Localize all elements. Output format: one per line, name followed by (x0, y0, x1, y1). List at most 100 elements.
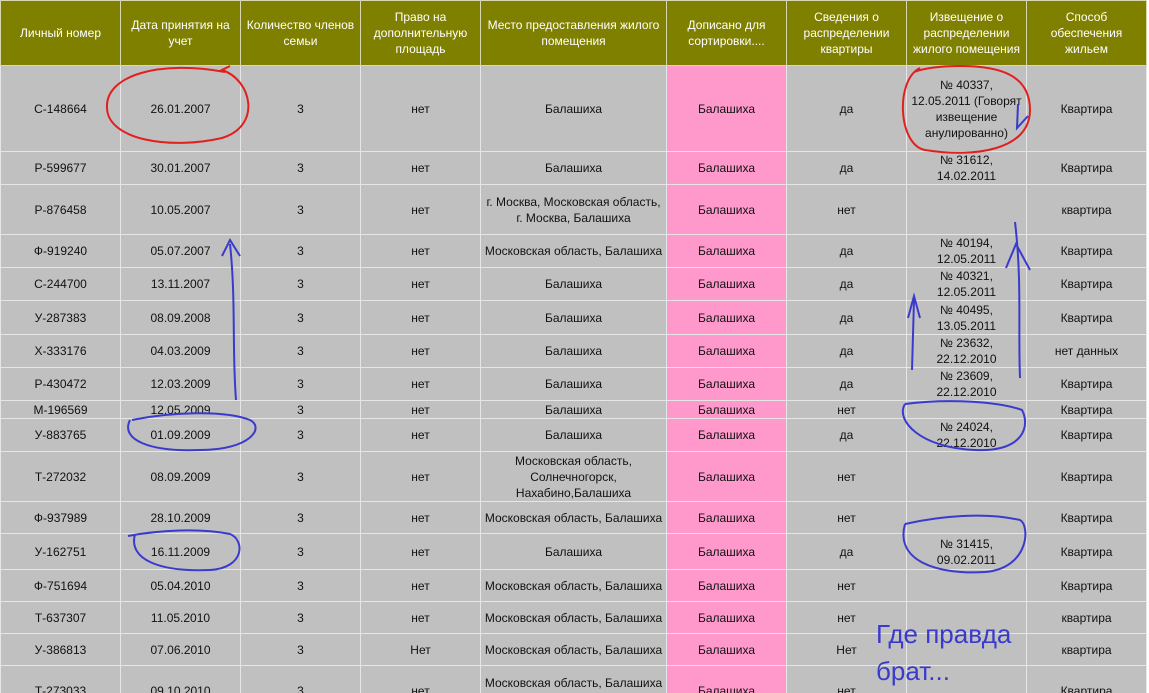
cell-sort[interactable]: Балашиха (666, 601, 787, 634)
cell-sort[interactable]: Балашиха (666, 65, 787, 152)
cell-sort[interactable]: Балашиха (666, 334, 787, 368)
cell-method[interactable]: Квартира (1026, 451, 1147, 502)
cell-extra-area[interactable]: нет (360, 451, 481, 502)
cell-id[interactable]: У-287383 (0, 300, 121, 335)
cell-method[interactable]: Квартира (1026, 418, 1147, 452)
cell-date[interactable]: 28.10.2009 (120, 501, 241, 534)
cell-place[interactable]: Балашиха (480, 367, 667, 401)
cell-date[interactable]: 11.05.2010 (120, 601, 241, 634)
cell-distribution[interactable]: да (786, 533, 907, 570)
cell-method[interactable]: Квартира (1026, 151, 1147, 185)
cell-method[interactable]: квартира (1026, 184, 1147, 235)
cell-method[interactable]: квартира (1026, 601, 1147, 634)
table-row[interactable]: С-148664 26.01.2007 3 нет Балашиха Балашиха да… (0, 65, 1147, 152)
cell-place[interactable]: Московская область, Балашиха (480, 569, 667, 602)
cell-date[interactable]: 09.10.2010 (120, 665, 241, 693)
cell-id[interactable]: Р-430472 (0, 367, 121, 401)
cell-distribution[interactable]: нет (786, 184, 907, 235)
cell-date[interactable]: 08.09.2009 (120, 451, 241, 502)
cell-date[interactable]: 01.09.2009 (120, 418, 241, 452)
cell-extra-area[interactable]: нет (360, 533, 481, 570)
cell-members[interactable]: 3 (240, 533, 361, 570)
cell-place[interactable]: Балашиха (480, 400, 667, 419)
cell-extra-area[interactable]: Нет (360, 633, 481, 666)
cell-notice[interactable]: № 31415, 09.02.2011 (906, 533, 1027, 570)
table-row[interactable]: Ф-751694 05.04.2010 3 нет Московская область… (0, 569, 1147, 602)
cell-distribution[interactable]: да (786, 418, 907, 452)
cell-notice[interactable] (906, 665, 1027, 693)
cell-sort[interactable]: Балашиха (666, 569, 787, 602)
header-sort[interactable]: Дописано для сортировки.... (666, 0, 787, 66)
cell-notice[interactable] (906, 569, 1027, 602)
table-row[interactable]: Т-637307 11.05.2010 3 нет Московская область… (0, 601, 1147, 634)
cell-place[interactable]: Балашиха (480, 418, 667, 452)
cell-distribution[interactable]: нет (786, 501, 907, 534)
cell-notice[interactable]: № 40321, 12.05.2011 (906, 267, 1027, 301)
cell-method[interactable]: Квартира (1026, 533, 1147, 570)
cell-date[interactable]: 08.09.2008 (120, 300, 241, 335)
cell-id[interactable]: Ф-937989 (0, 501, 121, 534)
header-extra-area[interactable]: Право на дополнительную площадь (360, 0, 481, 66)
cell-id[interactable]: Р-599677 (0, 151, 121, 185)
header-notice[interactable]: Извещение о распределении жилого помещен… (906, 0, 1027, 66)
cell-notice[interactable]: № 40495, 13.05.2011 (906, 300, 1027, 335)
cell-sort[interactable]: Балашиха (666, 300, 787, 335)
cell-place[interactable]: Балашиха (480, 151, 667, 185)
cell-method[interactable]: Квартира (1026, 569, 1147, 602)
header-members[interactable]: Количество членов семьи (240, 0, 361, 66)
cell-notice[interactable]: № 23609, 22.12.2010 (906, 367, 1027, 401)
cell-extra-area[interactable]: нет (360, 418, 481, 452)
cell-distribution[interactable]: да (786, 151, 907, 185)
cell-method[interactable]: Квартира (1026, 234, 1147, 268)
cell-members[interactable]: 3 (240, 569, 361, 602)
table-row[interactable]: Р-430472 12.03.2009 3 нет Балашиха Балашиха да… (0, 367, 1147, 401)
cell-id[interactable]: С-244700 (0, 267, 121, 301)
table-row[interactable]: М-196569 12.05.2009 3 нет Балашиха Балашиха не… (0, 400, 1147, 419)
cell-place[interactable]: Балашиха (480, 65, 667, 152)
cell-members[interactable]: 3 (240, 65, 361, 152)
cell-members[interactable]: 3 (240, 400, 361, 419)
cell-distribution[interactable]: нет (786, 665, 907, 693)
cell-members[interactable]: 3 (240, 234, 361, 268)
table-row[interactable]: У-287383 08.09.2008 3 нет Балашиха Балашиха да… (0, 300, 1147, 335)
cell-notice[interactable] (906, 184, 1027, 235)
table-row[interactable]: Т-273033 09.10.2010 3 нет Московская область… (0, 665, 1147, 693)
cell-extra-area[interactable]: нет (360, 501, 481, 534)
cell-method[interactable]: Квартира (1026, 367, 1147, 401)
cell-date[interactable]: 05.04.2010 (120, 569, 241, 602)
cell-date[interactable]: 05.07.2007 (120, 234, 241, 268)
cell-extra-area[interactable]: нет (360, 65, 481, 152)
cell-extra-area[interactable]: нет (360, 300, 481, 335)
cell-id[interactable]: Т-273033 (0, 665, 121, 693)
cell-extra-area[interactable]: нет (360, 367, 481, 401)
cell-notice[interactable] (906, 633, 1027, 666)
cell-members[interactable]: 3 (240, 184, 361, 235)
cell-method[interactable]: Квартира (1026, 267, 1147, 301)
cell-id[interactable]: У-162751 (0, 533, 121, 570)
cell-id[interactable]: М-196569 (0, 400, 121, 419)
cell-notice[interactable]: № 40337, 12.05.2011 (Говорят извещение а… (906, 65, 1027, 152)
cell-members[interactable]: 3 (240, 334, 361, 368)
cell-id[interactable]: Х-333176 (0, 334, 121, 368)
cell-extra-area[interactable]: нет (360, 665, 481, 693)
cell-extra-area[interactable]: нет (360, 334, 481, 368)
cell-distribution[interactable]: да (786, 234, 907, 268)
cell-date[interactable]: 12.03.2009 (120, 367, 241, 401)
cell-notice[interactable]: № 31612, 14.02.2011 (906, 151, 1027, 185)
cell-sort[interactable]: Балашиха (666, 367, 787, 401)
cell-date[interactable]: 10.05.2007 (120, 184, 241, 235)
cell-sort[interactable]: Балашиха (666, 184, 787, 235)
cell-date[interactable]: 13.11.2007 (120, 267, 241, 301)
cell-id[interactable]: Ф-751694 (0, 569, 121, 602)
table-row[interactable]: Ф-937989 28.10.2009 3 нет Московская область… (0, 501, 1147, 534)
cell-distribution[interactable]: Нет (786, 633, 907, 666)
cell-distribution[interactable]: нет (786, 569, 907, 602)
cell-distribution[interactable]: да (786, 367, 907, 401)
header-distribution[interactable]: Сведения о распределении квартиры (786, 0, 907, 66)
cell-members[interactable]: 3 (240, 300, 361, 335)
cell-extra-area[interactable]: нет (360, 400, 481, 419)
header-place[interactable]: Место предоставления жилого помещения (480, 0, 667, 66)
cell-method[interactable]: нет данных (1026, 334, 1147, 368)
cell-date[interactable]: 04.03.2009 (120, 334, 241, 368)
cell-sort[interactable]: Балашиха (666, 633, 787, 666)
